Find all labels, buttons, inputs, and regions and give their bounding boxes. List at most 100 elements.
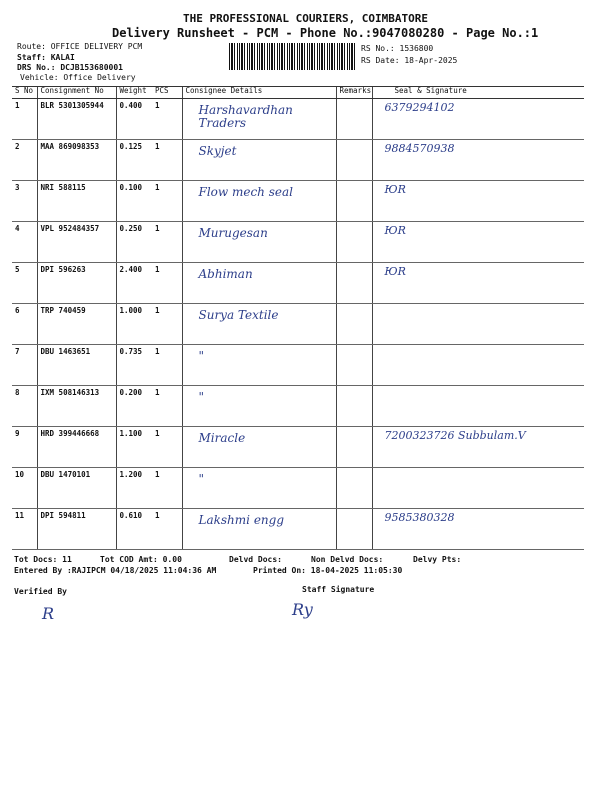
cell-pcs: 1	[152, 385, 182, 427]
tot-cod-amt: Tot COD Amt: 0.00	[100, 555, 182, 564]
cell-consignee-text: Skyjet	[198, 144, 237, 158]
cell-sno: 5	[12, 262, 37, 304]
cell-pcs-text: 1	[155, 265, 160, 274]
cell-sno-text: 8	[15, 388, 20, 397]
cell-pcs-text: 1	[155, 306, 160, 315]
cell-weight-text: 1.100	[119, 429, 143, 438]
cell-sno: 11	[12, 508, 37, 550]
cell-consignee-text: Flow mech seal	[198, 185, 293, 199]
cell-weight-text: 0.735	[119, 347, 143, 356]
cell-consignee: Lakshmi engg	[181, 508, 336, 550]
col-seal-signature: Seal & Signature	[371, 86, 584, 99]
cell-consignment: HRD 399446668	[36, 426, 116, 468]
cell-sno: 10	[12, 467, 37, 509]
cell-weight-text: 0.125	[119, 142, 143, 151]
cell-consignment-text: NRI 588115	[40, 183, 86, 192]
cell-sno-text: 1	[15, 101, 20, 110]
cell-consignee: "	[181, 344, 336, 386]
staff: Staff: KALAI	[17, 53, 75, 62]
cell-remarks	[335, 262, 372, 304]
cell-signature-text: 9884570938	[384, 142, 455, 155]
cell-consignee: Murugesan	[181, 221, 336, 263]
cell-consignment: DPI 596263	[36, 262, 116, 304]
cell-signature: 9585380328	[371, 508, 584, 550]
cell-pcs: 1	[152, 303, 182, 345]
cell-remarks	[335, 139, 372, 181]
cell-consignment: DPI 594811	[36, 508, 116, 550]
cell-remarks	[335, 221, 372, 263]
cell-sno-text: 9	[15, 429, 20, 438]
printed-on: Printed On: 18-04-2025 11:05:30	[253, 566, 403, 575]
cell-consignee-text: Miracle	[198, 431, 246, 445]
table-header-row: S No Consignment No Weight PCS Consignee…	[12, 86, 584, 99]
cell-consignment: VPL 952484357	[36, 221, 116, 263]
cell-sno-text: 10	[15, 470, 25, 479]
col-consignee: Consignee Details	[181, 86, 336, 99]
cell-weight: 1.100	[115, 426, 152, 468]
cell-weight: 0.100	[115, 180, 152, 222]
cell-consignment: DBU 1470101	[36, 467, 116, 509]
cell-signature: 9884570938	[371, 139, 584, 181]
cell-signature: ЮR	[371, 180, 584, 222]
cell-weight: 0.250	[115, 221, 152, 263]
cell-weight: 0.400	[115, 98, 152, 140]
cell-signature-text: 6379294102	[384, 101, 455, 114]
cell-consignment-text: DPI 596263	[40, 265, 86, 274]
cell-pcs: 1	[152, 98, 182, 140]
cell-consignment-text: VPL 952484357	[40, 224, 100, 233]
cell-signature-text: 9585380328	[384, 511, 455, 524]
tot-docs: Tot Docs: 11	[14, 555, 72, 564]
cell-consignment: NRI 588115	[36, 180, 116, 222]
non-delvd-docs: Non Delvd Docs:	[311, 555, 384, 564]
cell-consignment: IXM 508146313	[36, 385, 116, 427]
cell-weight-text: 1.000	[119, 306, 143, 315]
table-row: 5 DPI 596263 2.400 1 Abhiman ЮR	[12, 262, 584, 304]
cell-sno-text: 7	[15, 347, 20, 356]
verified-signature: R	[42, 604, 55, 623]
cell-consignee-text: Surya Textile	[198, 308, 279, 322]
cell-pcs-text: 1	[155, 429, 160, 438]
cell-consignee: "	[181, 467, 336, 509]
delvd-docs: Delvd Docs:	[229, 555, 282, 564]
cell-consignee: Abhiman	[181, 262, 336, 304]
cell-sno: 6	[12, 303, 37, 345]
cell-consignment-text: DBU 1463651	[40, 347, 91, 356]
cell-sno-text: 2	[15, 142, 20, 151]
cell-consignee-text: Murugesan	[198, 226, 268, 240]
cell-signature: 7200323726 Subbulam.V	[371, 426, 584, 468]
cell-sno: 9	[12, 426, 37, 468]
verified-by-label: Verified By	[14, 587, 67, 596]
cell-signature: ЮR	[371, 221, 584, 263]
cell-weight-text: 1.200	[119, 470, 143, 479]
table-row: 10 DBU 1470101 1.200 1 "	[12, 467, 584, 509]
cell-sno-text: 3	[15, 183, 20, 192]
cell-signature: 6379294102	[371, 98, 584, 140]
route: Route: OFFICE DELIVERY PCM	[17, 42, 143, 51]
cell-pcs: 1	[152, 508, 182, 550]
cell-consignee: Harshavardhan Traders	[181, 98, 336, 140]
cell-consignment-text: TRP 740459	[40, 306, 86, 315]
cell-consignee-text: "	[198, 349, 205, 363]
staff-signature-label: Staff Signature	[302, 585, 375, 594]
cell-consignee: Skyjet	[181, 139, 336, 181]
cell-remarks	[335, 98, 372, 140]
cell-pcs-text: 1	[155, 142, 160, 151]
cell-weight: 0.125	[115, 139, 152, 181]
cell-consignment: BLR 5301305944	[36, 98, 116, 140]
cell-consignment-text: BLR 5301305944	[40, 101, 104, 110]
cell-consignment: MAA 869098353	[36, 139, 116, 181]
cell-remarks	[335, 303, 372, 345]
col-remarks: Remarks	[335, 86, 372, 99]
cell-consignment-text: DPI 594811	[40, 511, 86, 520]
cell-consignee: "	[181, 385, 336, 427]
cell-signature	[371, 344, 584, 386]
cell-pcs: 1	[152, 344, 182, 386]
cell-signature-text: ЮR	[384, 265, 406, 278]
table-row: 2 MAA 869098353 0.125 1 Skyjet 9884570938	[12, 139, 584, 181]
cell-consignee-text: Lakshmi engg	[198, 513, 285, 527]
cell-signature	[371, 385, 584, 427]
cell-sno: 3	[12, 180, 37, 222]
cell-weight: 0.200	[115, 385, 152, 427]
cell-sno-text: 5	[15, 265, 20, 274]
cell-remarks	[335, 180, 372, 222]
